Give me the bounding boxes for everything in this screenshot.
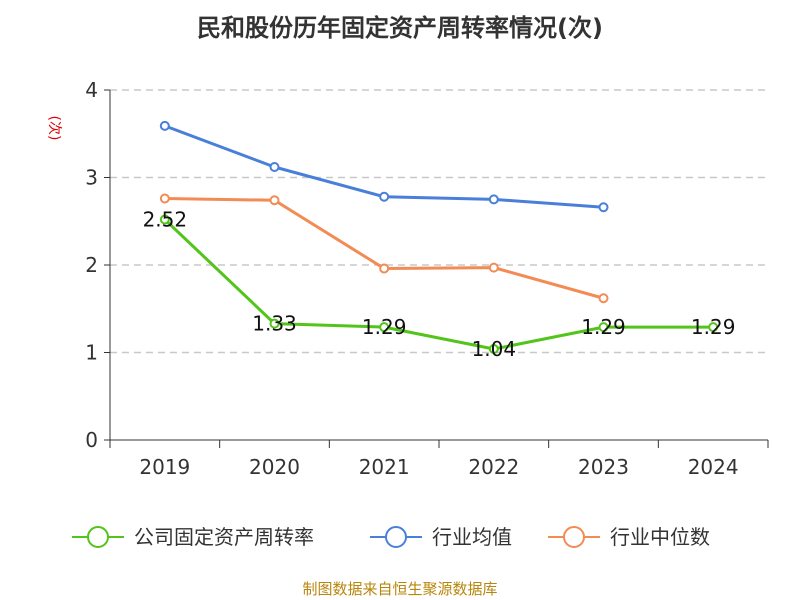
- data-point: [598, 202, 609, 213]
- y-tick-label: 4: [85, 78, 98, 102]
- legend-marker: [385, 526, 407, 548]
- series-lines: [163, 124, 714, 351]
- y-axis-label: (次): [46, 116, 62, 141]
- data-point: [598, 293, 609, 304]
- legend-marker: [563, 526, 585, 548]
- y-tick-label: 2: [85, 253, 98, 277]
- series-line: [163, 218, 714, 351]
- data-point: [379, 191, 390, 202]
- y-tick-label: 0: [85, 428, 98, 452]
- data-point: [269, 318, 280, 329]
- data-label: 1.29: [581, 315, 626, 339]
- data-point: [488, 194, 499, 205]
- y-tick-label: 3: [85, 166, 98, 190]
- legend-label: 行业中位数: [610, 525, 710, 549]
- data-point: [708, 322, 719, 333]
- data-point: [488, 344, 499, 354]
- data-label: 1.29: [362, 315, 407, 339]
- legend-label: 行业均值: [432, 525, 512, 549]
- data-point: [379, 322, 390, 333]
- x-tick-label: 2023: [578, 455, 629, 479]
- x-tick-label: 2022: [468, 455, 519, 479]
- data-point: [159, 214, 170, 225]
- data-point: [269, 195, 280, 206]
- x-tick-label: 2024: [688, 455, 739, 479]
- chart-title: 民和股份历年固定资产周转率情况(次): [197, 14, 603, 42]
- data-point: [598, 322, 609, 333]
- legend-marker: [87, 526, 109, 548]
- series-points: [159, 120, 719, 354]
- data-point: [488, 262, 499, 273]
- data-point: [159, 120, 170, 131]
- data-label: 2.52: [143, 208, 188, 232]
- y-tick-label: 1: [85, 341, 98, 365]
- grid-lines: [110, 89, 768, 354]
- data-label: 1.04: [472, 337, 517, 361]
- data-label: 1.29: [691, 315, 736, 339]
- data-labels: 2.52 1.33 1.29 1.04 1.29 1.29: [143, 208, 736, 362]
- x-tick-label: 2021: [359, 455, 410, 479]
- source-note: 制图数据来自恒生聚源数据库: [302, 580, 498, 598]
- data-label: 1.33: [252, 312, 297, 336]
- axes: 0 1 2 3 4 (次) 2019 2020 2021 2022 2023 2024: [46, 78, 769, 479]
- x-tick-label: 2020: [249, 455, 300, 479]
- x-tick-label: 2019: [139, 455, 190, 479]
- data-point: [159, 193, 170, 204]
- legend-label: 公司固定资产周转率: [134, 525, 314, 549]
- data-point: [379, 263, 390, 274]
- data-point: [269, 162, 280, 172]
- legend: 公司固定资产周转率 行业均值 行业中位数: [72, 525, 710, 549]
